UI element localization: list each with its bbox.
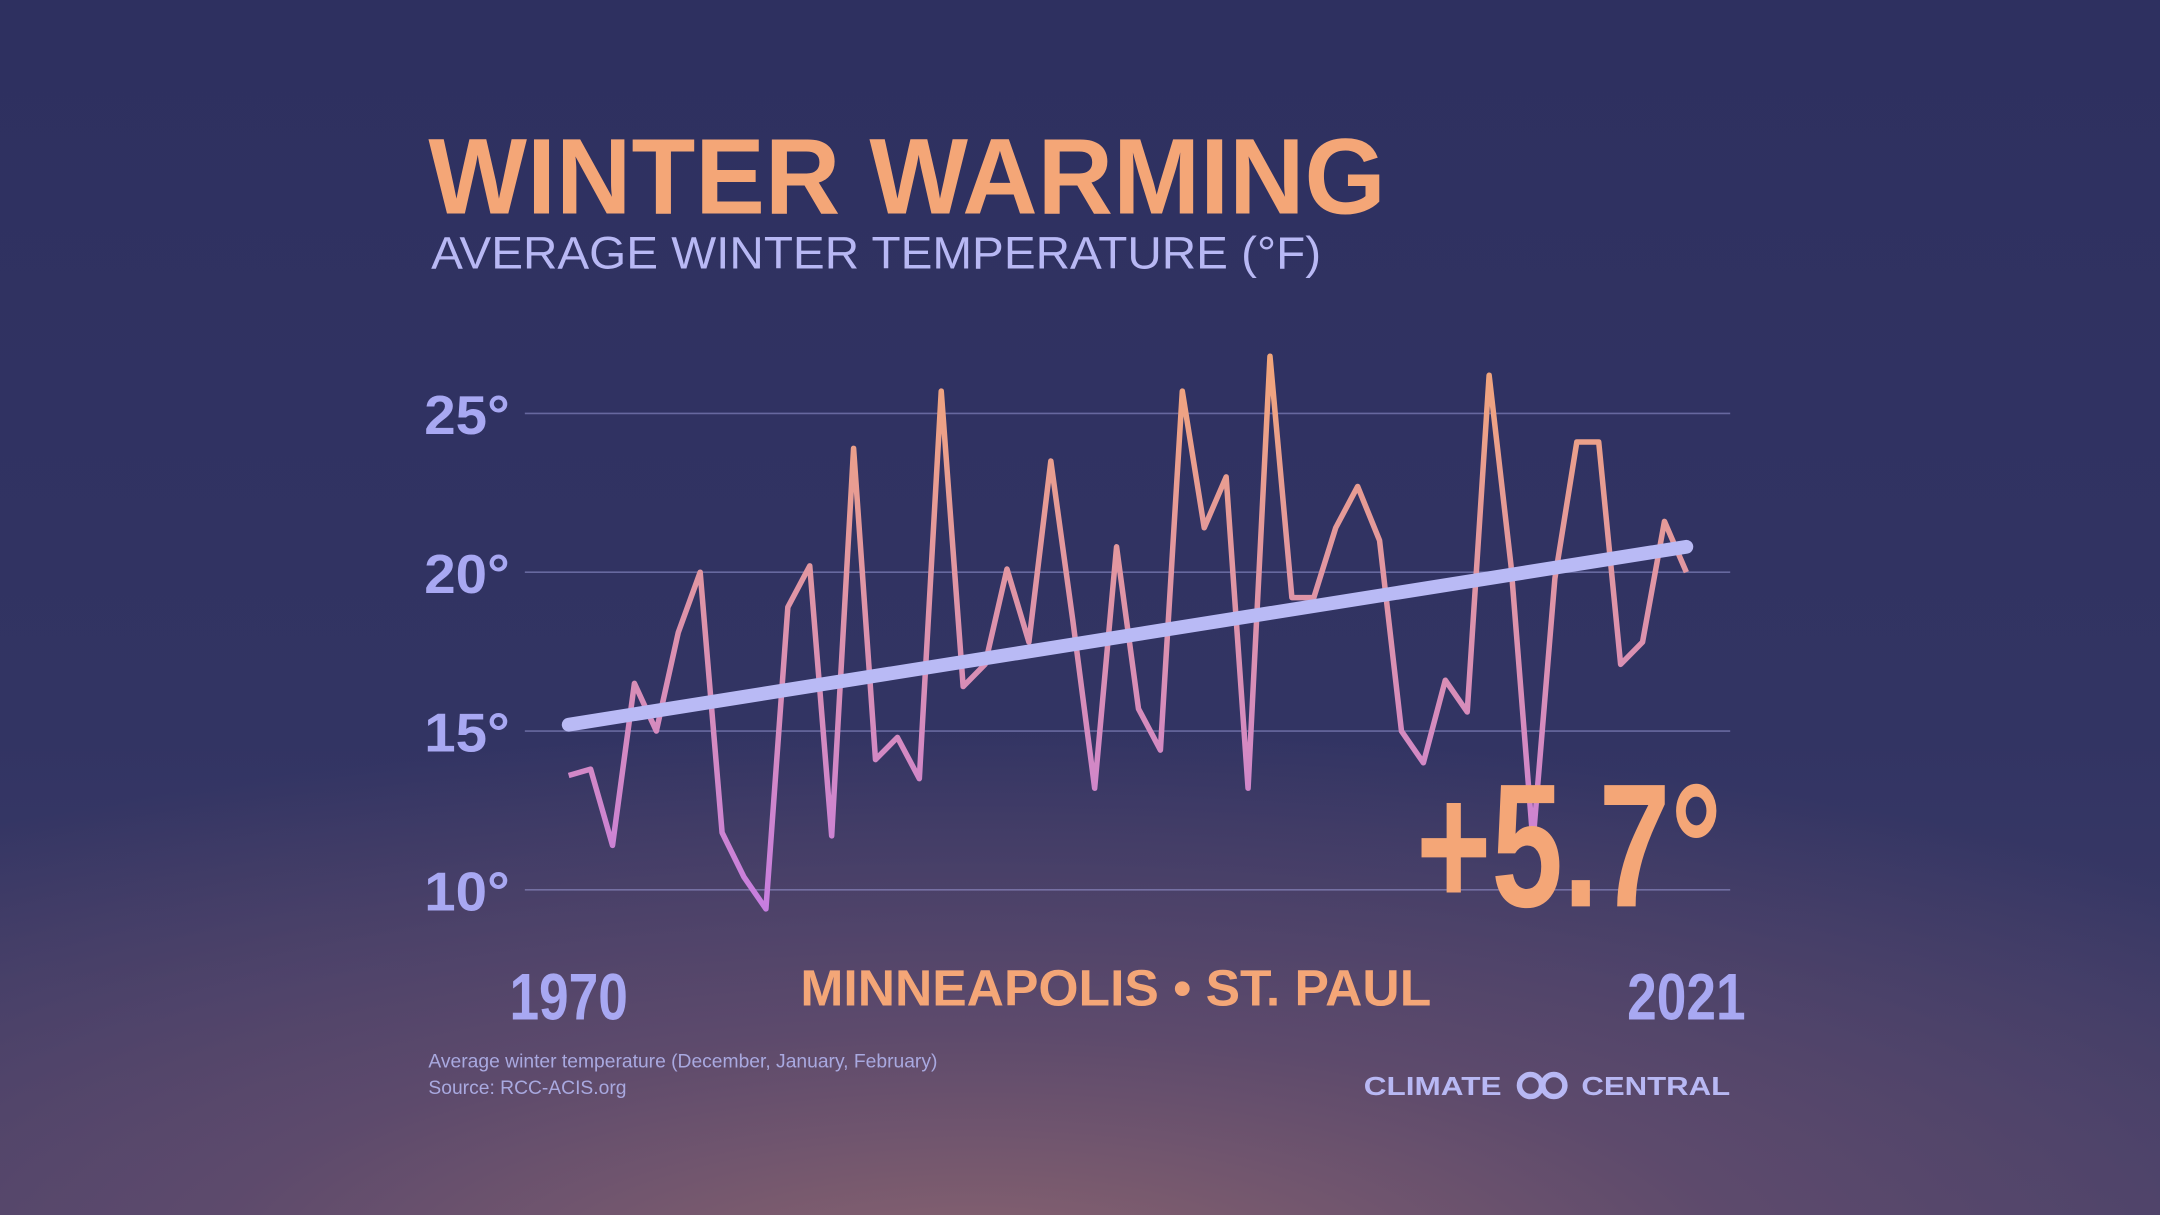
brand-text: CLIMATE	[1364, 1071, 1502, 1101]
brand-text: CENTRAL	[1581, 1071, 1730, 1101]
note: Average winter temperature (December, Ja…	[428, 1052, 937, 1073]
location: MINNEAPOLIS • ST. PAUL	[800, 960, 1431, 1017]
x-tick-label: 2021	[1627, 960, 1745, 1034]
y-tick-label: 25°	[424, 384, 509, 446]
trend-line	[561, 539, 1694, 732]
data-line	[567, 353, 1689, 912]
subtitle: AVERAGE WINTER TEMPERATURE (°F)	[431, 228, 1321, 279]
chart-title: WINTER WARMING	[428, 117, 1385, 237]
y-tick-label: 10°	[424, 860, 509, 922]
note: Source: RCC-ACIS.org	[428, 1078, 626, 1099]
x-tick-label: 1970	[509, 960, 627, 1034]
brand-icon	[1516, 1071, 1568, 1100]
plot: 10° 15° 20° 25° 1970 2021	[424, 353, 1746, 1034]
annotation: +5.7°	[1416, 747, 1722, 944]
y-tick-label: 20°	[424, 543, 509, 605]
y-tick-label: 15°	[424, 702, 509, 764]
